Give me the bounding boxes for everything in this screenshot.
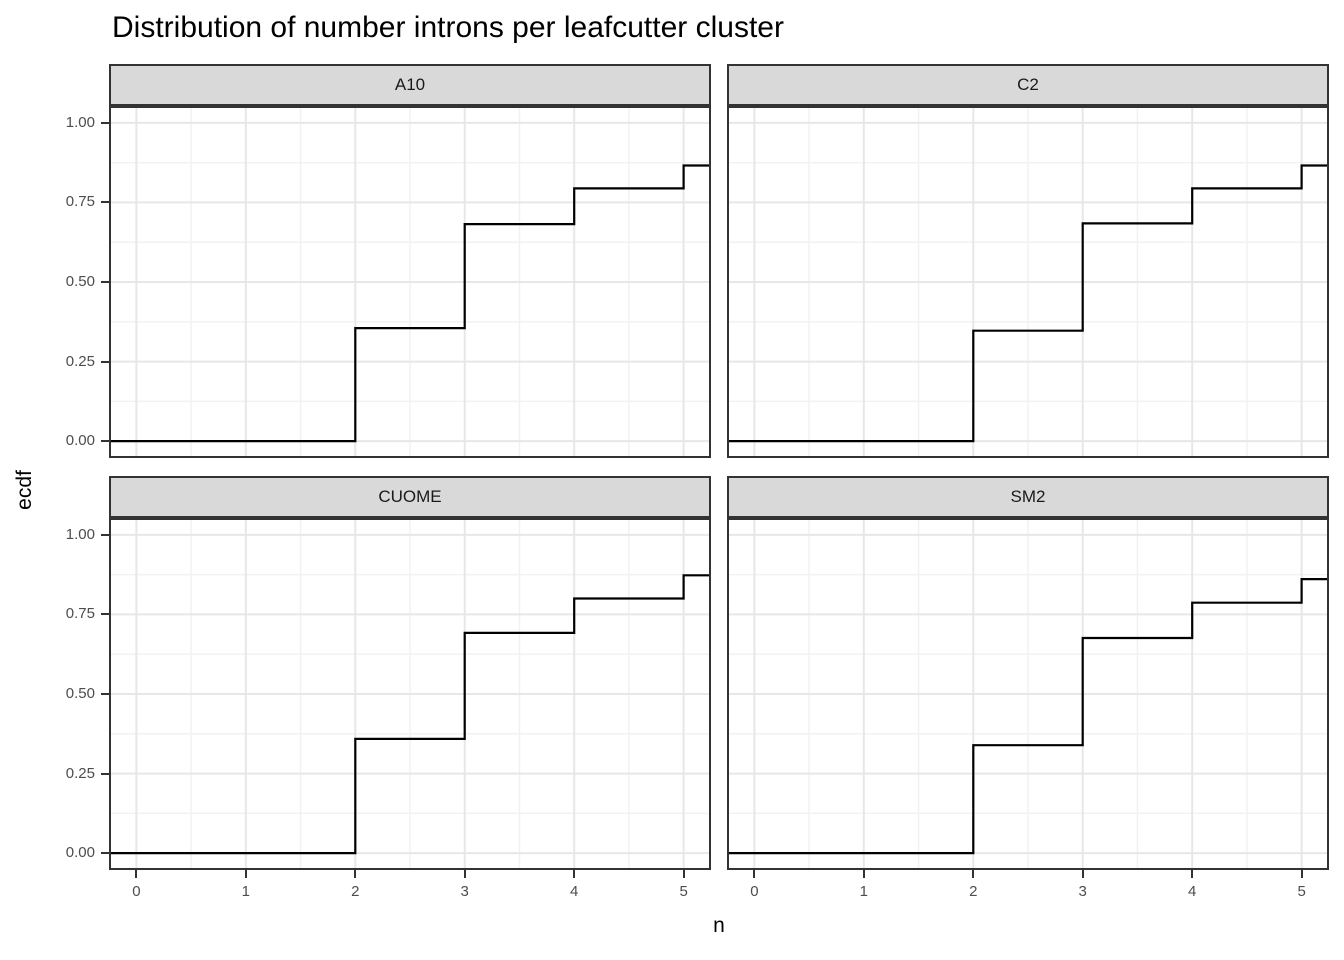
x-tick-mark bbox=[1300, 870, 1303, 878]
x-tick-label: 2 bbox=[351, 883, 360, 900]
x-tick-mark bbox=[573, 870, 576, 878]
facet-strip-label: CUOME bbox=[378, 487, 442, 506]
x-tick-label: 0 bbox=[132, 883, 141, 900]
x-tick-mark bbox=[862, 870, 865, 878]
y-tick-label: 0.00 bbox=[65, 844, 95, 862]
y-tick-label: 0.25 bbox=[65, 352, 95, 370]
chart-title: Distribution of number introns per leafc… bbox=[112, 11, 784, 44]
x-tick-label: 5 bbox=[1297, 883, 1306, 900]
y-tick-label: 0.50 bbox=[65, 273, 95, 290]
facet-panel bbox=[109, 518, 711, 870]
y-tick-label: 0.75 bbox=[65, 193, 95, 211]
y-tick-mark bbox=[101, 201, 109, 204]
facet-strip: A10 bbox=[109, 64, 711, 106]
y-tick-label: 0.50 bbox=[65, 685, 95, 702]
y-tick-label: 0.25 bbox=[65, 764, 95, 782]
x-tick-mark bbox=[1081, 870, 1084, 878]
facet-strip: CUOME bbox=[109, 476, 711, 518]
x-tick-label: 4 bbox=[570, 883, 579, 900]
y-tick-mark bbox=[101, 533, 109, 536]
x-tick-mark bbox=[753, 870, 756, 878]
y-tick-label: 0.75 bbox=[65, 605, 95, 623]
x-axis-title: n bbox=[713, 914, 725, 937]
panel-border bbox=[109, 518, 711, 870]
x-tick-label: 2 bbox=[969, 883, 978, 900]
x-tick-mark bbox=[1191, 870, 1194, 878]
panel-grid bbox=[727, 106, 1329, 458]
facet-strip-label: C2 bbox=[1017, 75, 1039, 94]
x-tick-label: 4 bbox=[1188, 883, 1197, 900]
x-tick-label: 3 bbox=[1078, 883, 1087, 900]
y-tick-label: 1.00 bbox=[65, 525, 95, 543]
panel-border bbox=[109, 106, 711, 458]
x-tick-label: 1 bbox=[241, 883, 250, 900]
facet-strip: C2 bbox=[727, 64, 1329, 106]
y-tick-mark bbox=[101, 121, 109, 124]
x-tick-label: 5 bbox=[679, 883, 688, 900]
x-tick-mark bbox=[354, 870, 357, 878]
x-tick-label: 1 bbox=[859, 883, 868, 900]
facet-strip-label: SM2 bbox=[1010, 487, 1046, 506]
panel-border bbox=[727, 106, 1329, 458]
facet-panel bbox=[727, 518, 1329, 870]
facet-strip: SM2 bbox=[727, 476, 1329, 518]
ecdf-step-line bbox=[109, 164, 711, 443]
y-tick-mark bbox=[101, 360, 109, 363]
x-tick-label: 0 bbox=[750, 883, 759, 900]
y-tick-mark bbox=[101, 693, 109, 695]
x-tick-mark bbox=[135, 870, 138, 878]
x-tick-mark bbox=[682, 870, 685, 878]
y-tick-mark bbox=[101, 852, 109, 855]
y-tick-mark bbox=[101, 772, 109, 775]
panel-grid bbox=[727, 518, 1329, 870]
panel-grid bbox=[109, 106, 711, 458]
y-tick-mark bbox=[101, 613, 109, 616]
ecdf-step-line bbox=[727, 164, 1329, 443]
facet-strip-label: A10 bbox=[394, 75, 426, 94]
panel-border bbox=[727, 518, 1329, 870]
panel-grid bbox=[109, 518, 711, 870]
x-tick-mark bbox=[972, 870, 975, 878]
x-tick-mark bbox=[463, 870, 466, 878]
x-tick-mark bbox=[244, 870, 247, 878]
y-tick-label: 0.00 bbox=[65, 432, 95, 450]
y-tick-mark bbox=[101, 281, 109, 283]
ecdf-step-line bbox=[109, 574, 711, 855]
facet-panel bbox=[727, 106, 1329, 458]
facet-panel bbox=[109, 106, 711, 458]
ecdf-step-line bbox=[727, 578, 1329, 855]
y-tick-mark bbox=[101, 440, 109, 443]
y-tick-label: 1.00 bbox=[65, 113, 95, 131]
x-tick-label: 3 bbox=[460, 883, 469, 900]
